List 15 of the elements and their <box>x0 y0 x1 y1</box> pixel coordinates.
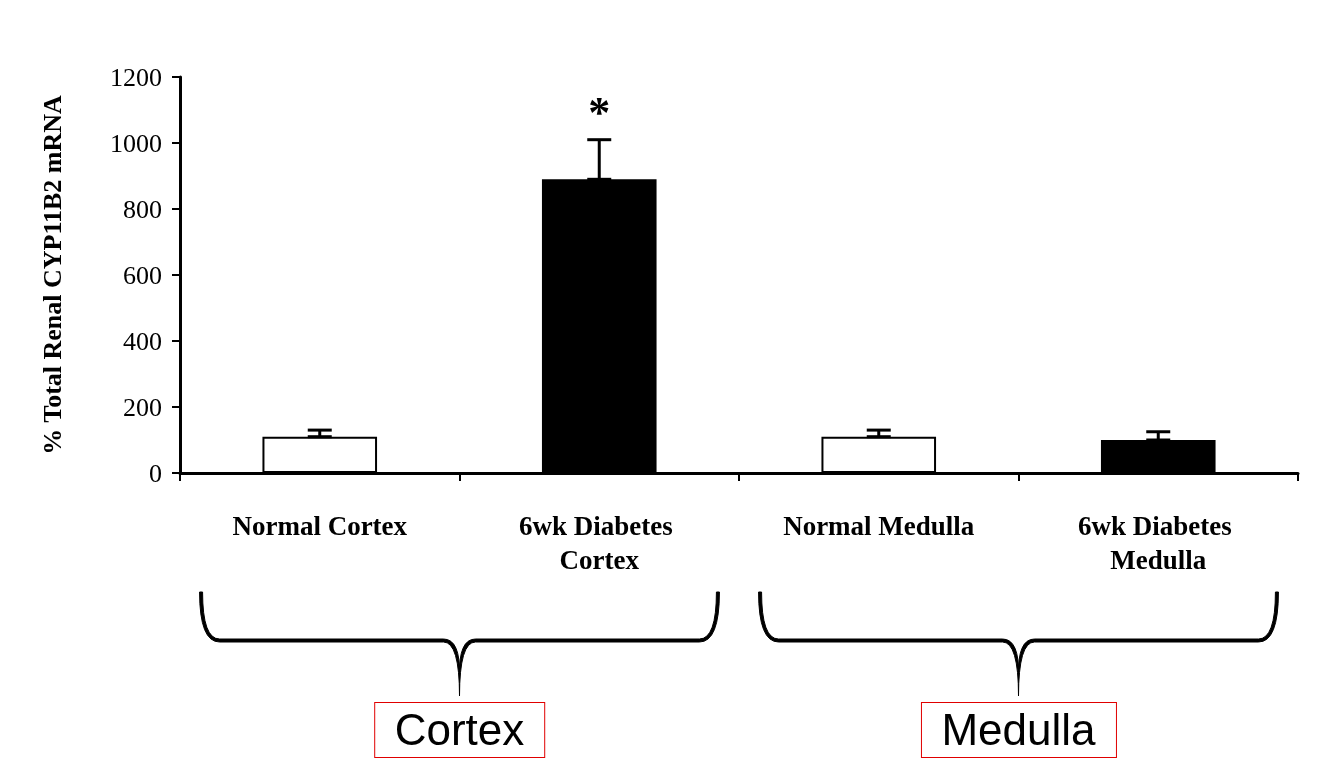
x-tick-label: 6wk Diabetes Cortex <box>519 511 680 575</box>
x-tick-label: 6wk Diabetes Medulla <box>1078 511 1239 575</box>
y-tick-label: 400 <box>123 326 162 356</box>
x-tick-label: Normal Cortex <box>232 511 408 541</box>
y-tick-label: 1200 <box>110 62 162 92</box>
y-tick-label: 200 <box>123 392 162 422</box>
text: Cortex <box>373 702 546 758</box>
annotation: * <box>588 88 611 138</box>
y-tick-label: 800 <box>123 194 162 224</box>
y-tick-label: 600 <box>123 260 162 290</box>
y-axis-title: % Total Renal CYP11B2 mRNA <box>37 94 67 455</box>
y-tick-label: 1000 <box>110 128 162 158</box>
y-tick-label: 0 <box>149 458 162 488</box>
x-tick-label: Normal Medulla <box>783 511 975 541</box>
text: Medulla <box>920 702 1117 758</box>
